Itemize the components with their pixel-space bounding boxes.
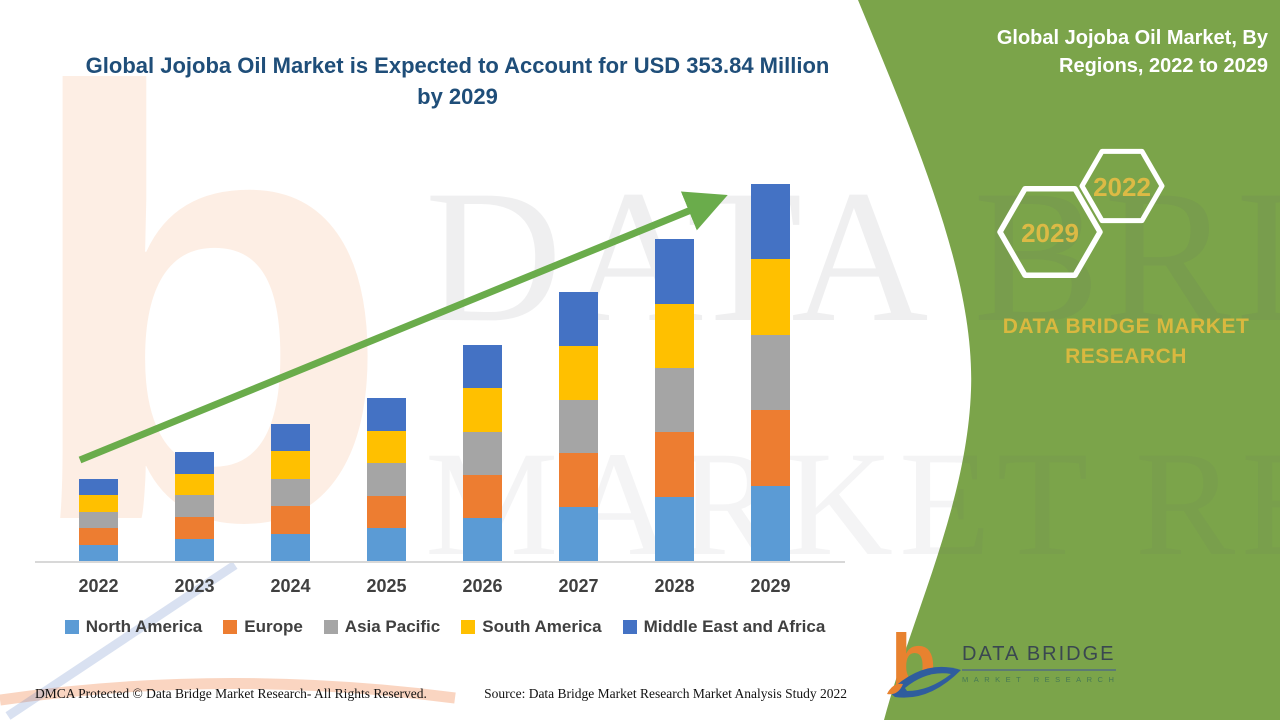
panel-brand-line1: DATA BRIDGE MARKET [1002,315,1250,338]
stacked-bar-2028 [655,239,694,561]
page-title-line2: by 2029 [417,84,498,109]
x-tick-2029: 2029 [750,576,791,596]
segment-europe [751,410,790,486]
legend: North America Europe Asia Pacific South Ame… [40,617,850,637]
segment-north-america [463,517,502,561]
segment-europe [271,506,310,534]
legend-item-asia-pacific: Asia Pacific [323,617,441,637]
legend-swatch-icon [323,620,338,634]
segment-asia-pacific [271,478,310,507]
segment-south-america [271,451,310,479]
segment-europe [367,495,406,529]
segment-asia-pacific [367,463,406,496]
segment-middle-east-and-africa [463,345,502,389]
legend-swatch-icon [622,620,637,634]
x-axis-line [35,561,845,563]
segment-north-america [175,539,214,561]
segment-north-america [559,507,598,561]
x-tick-2024: 2024 [270,576,311,596]
page-title: Global Jojoba Oil Market is Expected to … [40,50,875,112]
page-title-line1: Global Jojoba Oil Market is Expected to … [85,53,830,78]
segment-north-america [655,496,694,561]
panel-title-line2: Regions, 2022 to 2029 [1059,55,1268,77]
stacked-bar-2023 [175,451,214,561]
stacked-bar-2029 [751,183,790,561]
segment-europe [175,517,214,540]
hexagon-2022-label: 2022 [1093,172,1151,202]
stacked-bar-2026 [463,345,502,561]
segment-south-america [175,473,214,496]
segment-middle-east-and-africa [751,183,790,260]
segment-north-america [271,533,310,561]
panel-title: Global Jojoba Oil Market, By Regions, 20… [880,24,1268,80]
stacked-bar-2022 [79,478,118,561]
logo-name: DATA BRIDGE [962,643,1116,671]
databridge-logo-text: DATA BRIDGE MARKET RESEARCH [962,643,1119,684]
segment-north-america [367,528,406,561]
legend-label: South America [482,617,602,636]
legend-swatch-icon [64,620,79,634]
hexagon-2029-icon [997,185,1103,279]
panel-brand-line2: RESEARCH [1065,345,1187,368]
footer: DMCA Protected © Data Bridge Market Rese… [35,686,847,702]
x-tick-2026: 2026 [462,576,503,596]
segment-middle-east-and-africa [655,239,694,304]
legend-label: North America [85,617,203,636]
logo-subtitle: MARKET RESEARCH [962,675,1120,684]
segment-europe [79,528,118,545]
segment-asia-pacific [751,334,790,411]
stacked-bar-2024 [271,424,310,561]
footer-source: Source: Data Bridge Market Research Mark… [484,686,847,701]
segment-asia-pacific [175,495,214,518]
legend-item-europe: Europe [223,617,303,637]
legend-item-north-america: North America [64,617,203,637]
panel-brand-text: DATA BRIDGE MARKET RESEARCH [1000,312,1252,372]
segment-north-america [79,544,118,561]
segment-asia-pacific [463,431,502,475]
segment-europe [463,474,502,518]
segment-middle-east-and-africa [79,478,118,496]
segment-middle-east-and-africa [367,397,406,431]
segment-asia-pacific [79,511,118,529]
panel-title-line1: Global Jojoba Oil Market, By [996,27,1268,49]
x-tick-2027: 2027 [558,576,599,596]
segment-europe [559,453,598,508]
x-tick-2022: 2022 [78,576,119,596]
segment-south-america [751,259,790,335]
segment-north-america [751,485,790,561]
x-tick-2025: 2025 [366,576,407,596]
segment-asia-pacific [559,399,598,454]
x-tick-2023: 2023 [174,576,215,596]
segment-south-america [367,430,406,464]
legend-swatch-icon [223,620,238,634]
segment-middle-east-and-africa [175,451,214,474]
hexagon-2022-icon [1079,148,1165,224]
segment-south-america [559,345,598,400]
hexagon-2029-label: 2029 [1021,218,1079,248]
segment-south-america [79,495,118,512]
databridge-logo-icon: b [887,619,961,702]
legend-swatch-icon [461,620,476,634]
segment-asia-pacific [655,367,694,433]
stacked-bar-2025 [367,397,406,561]
segment-europe [655,432,694,497]
x-tick-2028: 2028 [654,576,695,596]
segment-south-america [655,303,694,368]
legend-item-south-america: South America [461,617,602,637]
segment-south-america [463,388,502,432]
stacked-bar-2027 [559,291,598,561]
legend-item-middle-east-and-africa: Middle East and Africa [622,617,826,637]
legend-label: Europe [244,617,303,636]
footer-copyright: DMCA Protected © Data Bridge Market Rese… [35,686,427,701]
legend-label: Middle East and Africa [643,617,826,636]
segment-middle-east-and-africa [271,424,310,452]
legend-label: Asia Pacific [344,617,441,636]
segment-middle-east-and-africa [559,291,598,346]
